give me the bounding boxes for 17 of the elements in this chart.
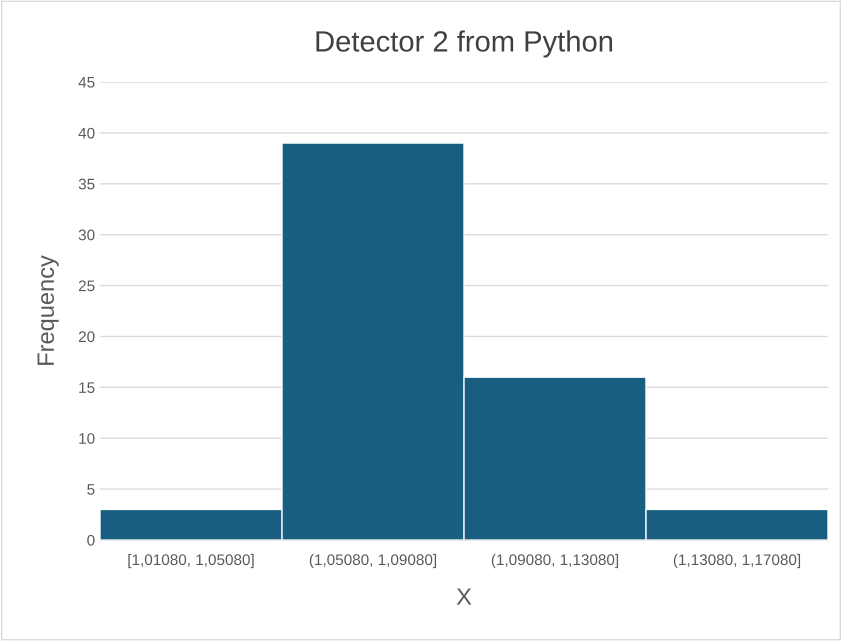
y-axis-title: Frequency: [38, 255, 59, 365]
y-tick-label: 40: [78, 128, 95, 139]
y-tick-label: 45: [78, 77, 94, 88]
y-tick-label: 5: [87, 484, 94, 495]
x-tick-label: (1,09080, 1,13080]: [492, 554, 618, 568]
y-tick-label: 10: [79, 433, 95, 444]
x-tick-label: [1,01080, 1,05080]: [128, 554, 254, 568]
y-tick-label: 35: [78, 178, 94, 190]
x-tick-label: (1,13080, 1,17080]: [674, 554, 800, 568]
y-tick-label: 20: [78, 331, 95, 342]
y-tick-label: 25: [78, 280, 94, 292]
y-tick-label: 0: [87, 534, 95, 546]
chart-title: Detector 2 from Python: [316, 30, 612, 58]
x-axis-title: X: [456, 588, 472, 605]
x-tick-label: (1,05080, 1,09080]: [310, 554, 436, 568]
y-tick-label: 30: [78, 230, 95, 240]
y-tick-label: 15: [79, 382, 94, 394]
